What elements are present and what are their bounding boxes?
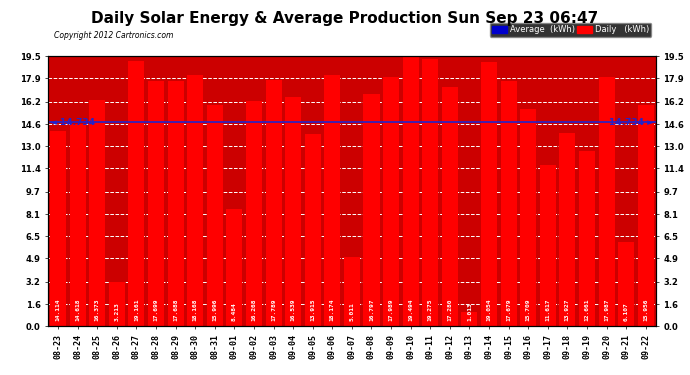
- Text: 18.168: 18.168: [193, 298, 198, 321]
- Bar: [383, 77, 399, 326]
- Bar: [560, 134, 575, 326]
- Bar: [618, 242, 634, 326]
- Bar: [266, 80, 282, 326]
- Text: 17.280: 17.280: [447, 298, 453, 321]
- Bar: [226, 209, 242, 326]
- Bar: [579, 151, 595, 326]
- Text: 19.161: 19.161: [134, 298, 139, 321]
- Text: 13.915: 13.915: [310, 298, 315, 321]
- Text: 19.494: 19.494: [408, 298, 413, 321]
- Text: 19.275: 19.275: [428, 298, 433, 321]
- Bar: [442, 87, 458, 326]
- Text: 16.797: 16.797: [369, 298, 374, 321]
- Text: 6.107: 6.107: [624, 302, 629, 321]
- Text: ◄ 14.734: ◄ 14.734: [50, 118, 95, 127]
- Bar: [462, 312, 477, 326]
- Legend: Average  (kWh), Daily   (kWh): Average (kWh), Daily (kWh): [490, 22, 651, 37]
- Bar: [540, 165, 556, 326]
- Text: 15.709: 15.709: [526, 298, 531, 321]
- Text: 16.373: 16.373: [95, 298, 100, 321]
- Text: 13.927: 13.927: [565, 298, 570, 321]
- Bar: [520, 109, 536, 326]
- Text: 3.213: 3.213: [115, 302, 119, 321]
- Bar: [128, 61, 144, 326]
- Text: 17.789: 17.789: [271, 298, 276, 321]
- Bar: [324, 75, 340, 326]
- Text: 11.617: 11.617: [545, 298, 550, 321]
- Bar: [481, 62, 497, 326]
- Text: 1.013: 1.013: [467, 302, 472, 321]
- Text: 5.011: 5.011: [349, 302, 355, 321]
- Text: 17.688: 17.688: [173, 298, 178, 321]
- Text: 17.679: 17.679: [506, 298, 511, 321]
- Bar: [364, 94, 380, 326]
- Text: 16.268: 16.268: [251, 298, 257, 321]
- Text: 17.989: 17.989: [388, 298, 393, 321]
- Bar: [305, 134, 321, 326]
- Text: Copyright 2012 Cartronics.com: Copyright 2012 Cartronics.com: [55, 31, 174, 40]
- Text: 15.956: 15.956: [643, 298, 648, 321]
- Bar: [207, 105, 223, 326]
- Text: 18.174: 18.174: [330, 298, 335, 321]
- Text: 14.618: 14.618: [75, 298, 80, 321]
- Bar: [168, 81, 184, 326]
- Text: 15.996: 15.996: [213, 298, 217, 321]
- Text: 17.699: 17.699: [154, 298, 159, 321]
- Bar: [70, 124, 86, 326]
- Bar: [285, 97, 301, 326]
- Bar: [598, 77, 615, 326]
- Bar: [422, 59, 438, 326]
- Text: 14.734 ►: 14.734 ►: [609, 118, 654, 127]
- Text: 14.114: 14.114: [56, 298, 61, 321]
- Bar: [403, 56, 419, 326]
- Text: Daily Solar Energy & Average Production Sun Sep 23 06:47: Daily Solar Energy & Average Production …: [91, 11, 599, 26]
- Text: 12.661: 12.661: [584, 298, 589, 321]
- Bar: [89, 99, 106, 326]
- Text: 16.539: 16.539: [290, 298, 295, 321]
- Bar: [187, 75, 204, 326]
- Bar: [638, 105, 653, 326]
- Bar: [109, 282, 125, 326]
- Text: 17.987: 17.987: [604, 298, 609, 321]
- Bar: [50, 131, 66, 326]
- Text: 19.054: 19.054: [486, 298, 491, 321]
- Bar: [246, 101, 262, 326]
- Bar: [500, 81, 517, 326]
- Text: 8.484: 8.484: [232, 302, 237, 321]
- Bar: [148, 81, 164, 326]
- Bar: [344, 257, 360, 326]
